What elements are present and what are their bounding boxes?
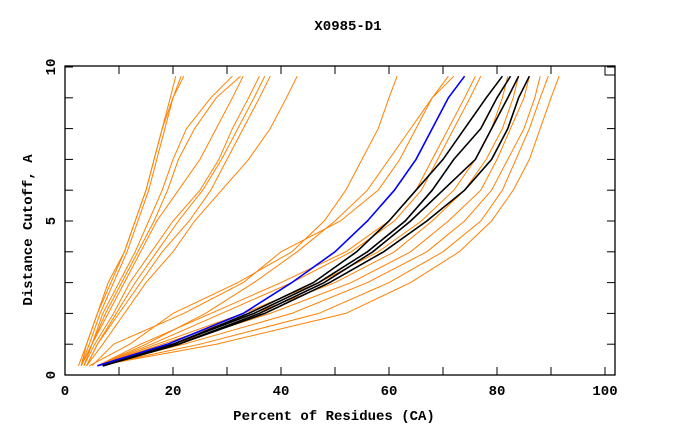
x-tick-label: 20 bbox=[165, 384, 182, 400]
series-line-other-14 bbox=[97, 75, 482, 367]
series-line-other-3 bbox=[80, 75, 233, 367]
x-tick-label: 40 bbox=[273, 384, 290, 400]
axes: 0 20 40 60 80 100 0 5 10 bbox=[44, 59, 618, 400]
series-line-other-6 bbox=[83, 75, 260, 367]
series-line-other-2 bbox=[78, 75, 185, 366]
x-tick-label: 60 bbox=[381, 384, 398, 400]
y-axis-label: Distance Cutoff, A bbox=[21, 154, 37, 306]
series-line-reference-22 bbox=[102, 75, 512, 367]
series-line-other-18 bbox=[97, 76, 541, 367]
series-line-other-8 bbox=[86, 75, 271, 367]
series-line-other-11 bbox=[91, 75, 449, 367]
series-line-reference-23 bbox=[102, 75, 520, 367]
x-tick-label: 100 bbox=[592, 384, 617, 400]
y-tick-label: 0 bbox=[44, 371, 60, 379]
plot-frame bbox=[64, 65, 616, 376]
x-tick-label: 0 bbox=[61, 384, 69, 400]
series-line-reference-21 bbox=[102, 75, 504, 367]
chart-title: X0985-D1 bbox=[314, 19, 381, 35]
series-lines bbox=[78, 75, 560, 367]
series-line-other-4 bbox=[80, 75, 241, 367]
series-line-other-5 bbox=[83, 75, 244, 366]
series-line-other-9 bbox=[86, 75, 298, 367]
series-line-other-10 bbox=[89, 76, 398, 367]
x-tick-label: 80 bbox=[489, 384, 506, 400]
series-line-highlight-25 bbox=[97, 75, 466, 367]
y-tick-label: 10 bbox=[44, 59, 60, 76]
series-line-other-0 bbox=[80, 76, 177, 366]
x-axis-label: Percent of Residues (CA) bbox=[233, 409, 435, 425]
series-line-other-12 bbox=[97, 75, 455, 367]
series-line-other-1 bbox=[80, 76, 182, 366]
series-line-other-7 bbox=[86, 75, 266, 367]
series-line-other-15 bbox=[97, 76, 509, 367]
series-line-reference-24 bbox=[102, 75, 531, 367]
series-line-other-19 bbox=[97, 76, 549, 367]
series-line-other-20 bbox=[97, 76, 560, 367]
y-tick-label: 5 bbox=[44, 217, 60, 225]
